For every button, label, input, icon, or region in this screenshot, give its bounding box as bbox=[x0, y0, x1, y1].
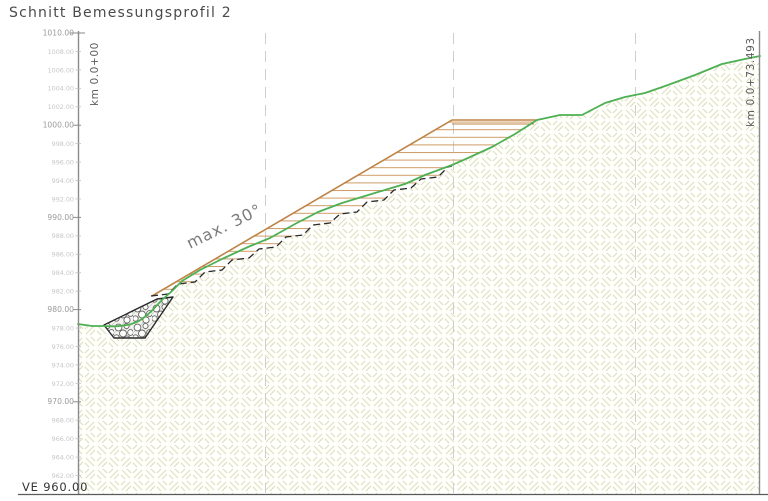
elevation-label: 994.00 bbox=[52, 177, 74, 185]
elevation-label: 1006.00 bbox=[48, 66, 74, 74]
station-label-left: km 0.0+00 bbox=[89, 42, 101, 106]
elevation-label: 986.00 bbox=[52, 251, 74, 259]
elevation-label: 970.00 bbox=[47, 397, 74, 406]
elevation-label: 964.00 bbox=[52, 454, 74, 462]
station-label-right: km 0.0+73.493 bbox=[745, 37, 757, 127]
excavation-steps-line bbox=[150, 165, 453, 297]
elevation-label: 966.00 bbox=[52, 435, 74, 443]
elevation-label: 1002.00 bbox=[48, 103, 74, 111]
elevation-label: 976.00 bbox=[52, 343, 74, 351]
elevation-label: 980.00 bbox=[47, 305, 74, 314]
elevation-label: 982.00 bbox=[52, 288, 74, 296]
elevation-label: 1010.00 bbox=[43, 28, 75, 37]
elevation-label: 988.00 bbox=[52, 232, 74, 240]
elevation-label: 984.00 bbox=[52, 269, 74, 277]
elevation-label: 998.00 bbox=[52, 140, 74, 148]
elevation-label: 1004.00 bbox=[48, 85, 74, 93]
elevation-label: 972.00 bbox=[52, 380, 74, 388]
elevation-label: 996.00 bbox=[52, 158, 74, 166]
drawing-title: Schnitt Bemessungsprofil 2 bbox=[9, 5, 232, 21]
elevation-label: 992.00 bbox=[52, 195, 74, 203]
elevation-label: 962.00 bbox=[52, 472, 74, 480]
station-gridlines bbox=[265, 33, 636, 493]
terrain-line bbox=[77, 55, 761, 328]
elevation-label: 1008.00 bbox=[48, 48, 74, 56]
slope-reinforcement-outline bbox=[151, 119, 538, 297]
elevation-label: 978.00 bbox=[52, 324, 74, 332]
ground-soil-area bbox=[78, 56, 760, 494]
elevation-axis: 1010.00 1008.00 1006.00 1004.00 1002.00 1000.… bbox=[43, 28, 81, 480]
elevation-label: 968.00 bbox=[52, 417, 74, 425]
elevation-label: 974.00 bbox=[52, 361, 74, 369]
elevation-label: 1000.00 bbox=[43, 121, 75, 130]
datum-label: VE 960.00 bbox=[22, 480, 88, 494]
elevation-label: 990.00 bbox=[47, 213, 74, 222]
slope-reinforcement-area bbox=[152, 120, 538, 296]
